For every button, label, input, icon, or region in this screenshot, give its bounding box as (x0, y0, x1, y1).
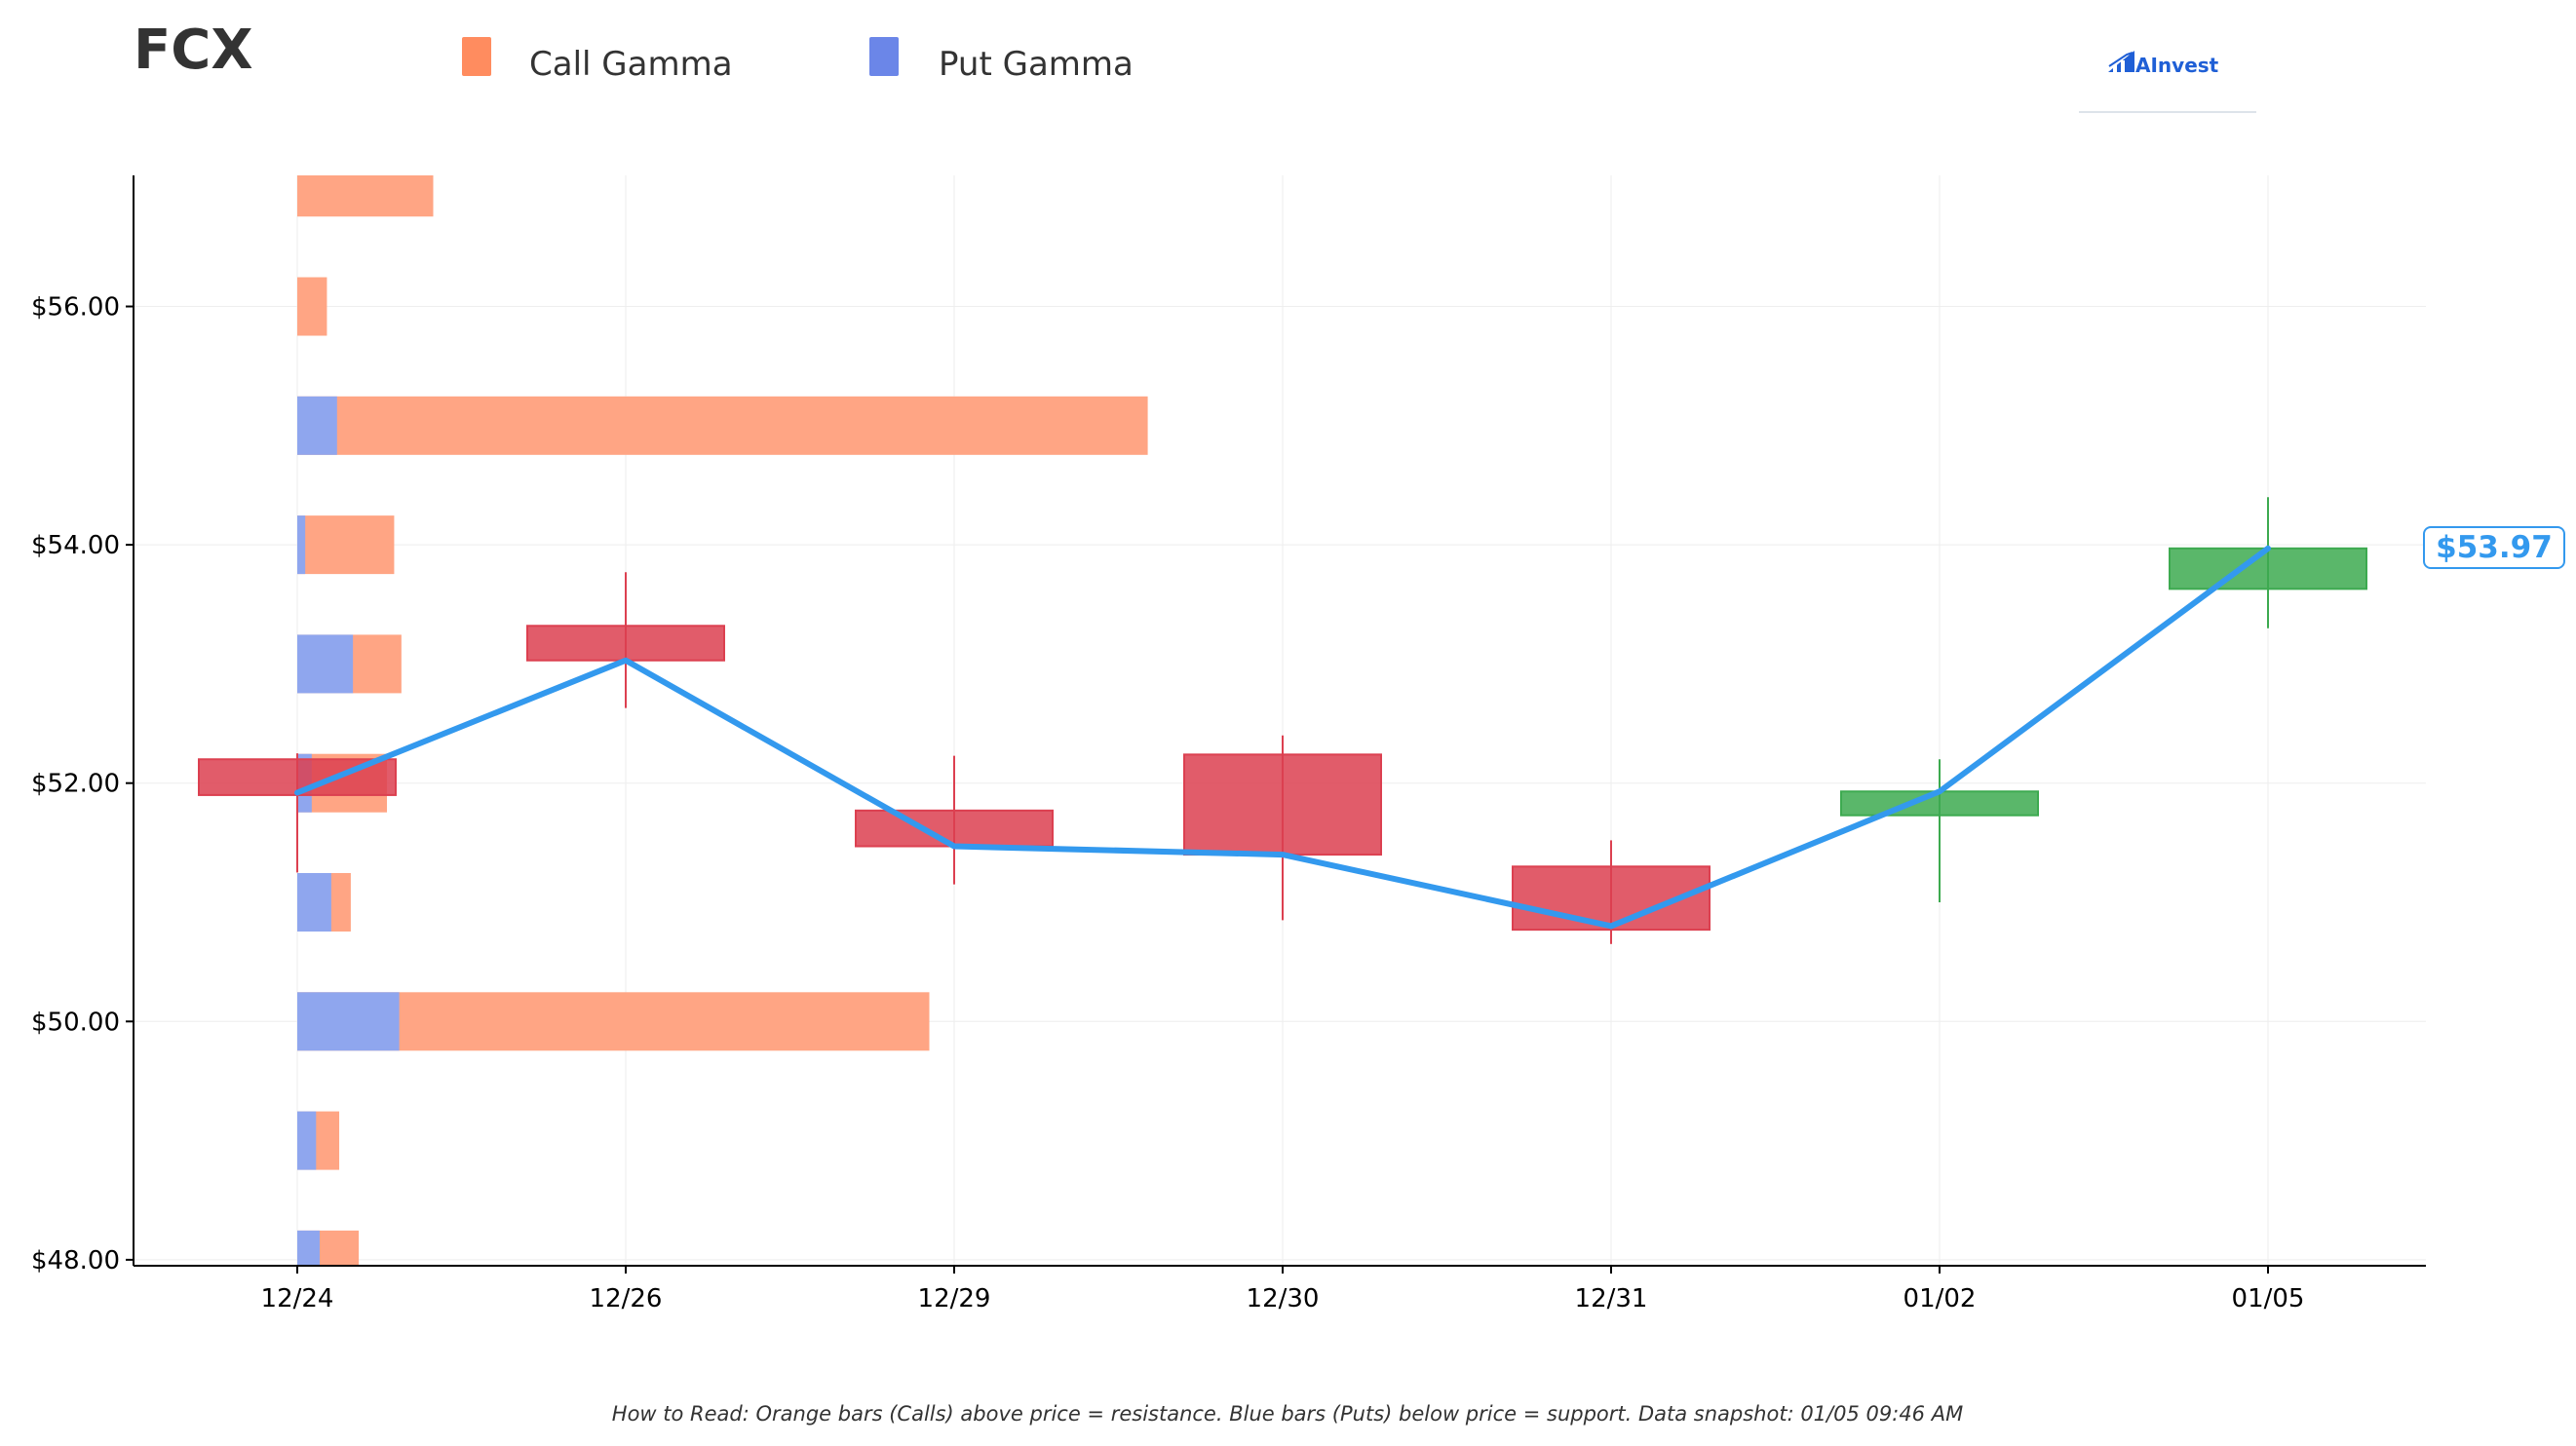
close-price-line (294, 545, 2271, 930)
call-gamma-bar-56 (297, 277, 327, 336)
gamma-bars (297, 175, 1148, 1266)
candle-body-12/26 (526, 625, 725, 662)
put-gamma-bar-51 (297, 873, 331, 932)
chart-title: FCX (134, 19, 253, 82)
x-tick-label: 12/31 (1575, 1284, 1648, 1313)
y-tick-label: $54.00 (31, 531, 120, 560)
candle-body-01/05 (2169, 547, 2367, 590)
candle-body-12/29 (855, 809, 1054, 848)
x-tick-label: 01/05 (2232, 1284, 2305, 1313)
legend-swatch-put-gamma (869, 37, 899, 76)
candlesticks (198, 497, 2367, 944)
put-gamma-bar-50 (297, 992, 400, 1051)
call-gamma-bar-57 (297, 175, 434, 217)
axes: $48.00 $50.00 $52.00 $54.00 $56.00 12/24 12/26… (31, 175, 2426, 1313)
last-price-badge-box (2423, 526, 2565, 569)
put-gamma-bar-54 (297, 515, 306, 575)
x-tick-label: 12/30 (1247, 1284, 1320, 1313)
put-gamma-bar-48 (297, 1230, 321, 1266)
close-price-polyline (294, 545, 2271, 930)
call-gamma-bar-54 (297, 515, 395, 575)
y-tick-label: $48.00 (31, 1246, 120, 1275)
legend-label-call-gamma: Call Gamma (529, 45, 733, 84)
ainvest-logo: AInvest (2079, 51, 2256, 113)
legend: Call Gamma Put Gamma (462, 37, 1134, 84)
x-tick-label: 12/29 (918, 1284, 991, 1313)
y-tick-label: $50.00 (31, 1008, 120, 1037)
ainvest-chart-icon (2108, 51, 2134, 72)
y-tick-label: $56.00 (31, 293, 120, 323)
how-to-read-footnote: How to Read: Orange bars (Calls) above p… (612, 1402, 1963, 1426)
ainvest-brand-text: AInvest (2135, 54, 2219, 77)
y-tick-label: $52.00 (31, 770, 120, 799)
put-gamma-bar-53 (297, 634, 354, 694)
call-gamma-bar-50 (297, 992, 930, 1051)
x-tick-label: 12/26 (590, 1284, 663, 1313)
x-tick-label: 01/02 (1903, 1284, 1977, 1313)
legend-label-put-gamma: Put Gamma (939, 45, 1134, 84)
put-gamma-bar-55 (297, 396, 337, 455)
last-price-badge: $53.97 (2423, 526, 2565, 569)
x-tick-label: 12/24 (261, 1284, 334, 1313)
candle-body-12/30 (1183, 753, 1382, 856)
legend-swatch-call-gamma (462, 37, 491, 76)
call-gamma-bar-55 (297, 396, 1148, 455)
last-price-label: $53.97 (2436, 530, 2553, 565)
candle-body-01/02 (1840, 790, 2039, 817)
put-gamma-bar-49 (297, 1111, 317, 1170)
